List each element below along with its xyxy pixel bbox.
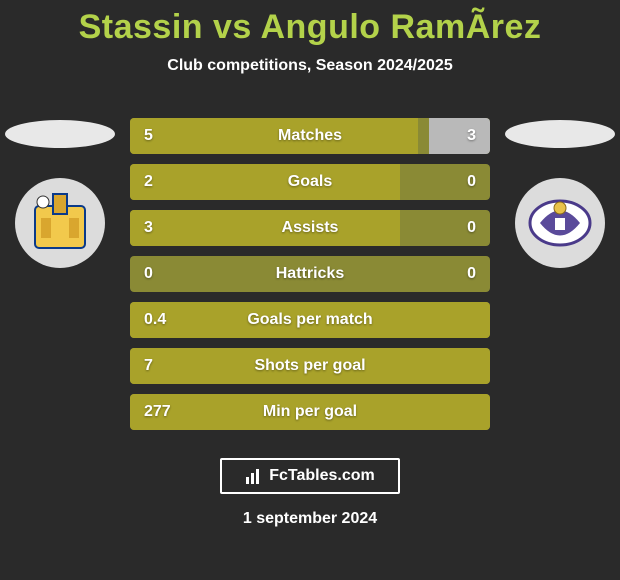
stat-row: 0 0Hattricks <box>130 256 490 292</box>
brand-chart-icon <box>245 467 263 485</box>
subtitle: Club competitions, Season 2024/2025 <box>0 57 620 75</box>
stat-row: 7Shots per goal <box>130 348 490 384</box>
stat-fill-left <box>130 118 418 154</box>
brand-text: FcTables.com <box>269 467 375 485</box>
club-right-crest <box>515 178 605 268</box>
stat-row: 20Goals <box>130 164 490 200</box>
stat-row: 0.4Goals per match <box>130 302 490 338</box>
stat-value-right: 0 <box>467 256 476 292</box>
stat-row: 53Matches <box>130 118 490 154</box>
stat-value-right: 0 <box>467 210 476 246</box>
player-right-avatar-placeholder <box>505 120 615 148</box>
date-label: 1 september 2024 <box>0 510 620 528</box>
stat-value-right: 0 <box>467 164 476 200</box>
page-title: Stassin vs Angulo RamÃ­rez <box>0 0 620 47</box>
stat-row: 277Min per goal <box>130 394 490 430</box>
club-left-crest <box>15 178 105 268</box>
brand-badge: FcTables.com <box>220 458 400 494</box>
player-right-zone <box>500 120 620 268</box>
stat-fill-left <box>130 210 400 246</box>
stat-fill-left <box>130 394 490 430</box>
stat-fill-left <box>130 348 490 384</box>
stat-label: Hattricks <box>130 256 490 292</box>
crest-right-icon <box>525 188 595 258</box>
stat-row: 30Assists <box>130 210 490 246</box>
stat-fill-left <box>130 302 490 338</box>
player-left-zone <box>0 120 120 268</box>
crest-left-icon <box>25 188 95 258</box>
stat-value-left: 0 <box>144 256 153 292</box>
stat-fill-left <box>130 164 400 200</box>
player-left-avatar-placeholder <box>5 120 115 148</box>
stats-container: 53Matches20Goals30Assists00Hattricks0.4G… <box>130 118 490 440</box>
stat-fill-right <box>429 118 490 154</box>
